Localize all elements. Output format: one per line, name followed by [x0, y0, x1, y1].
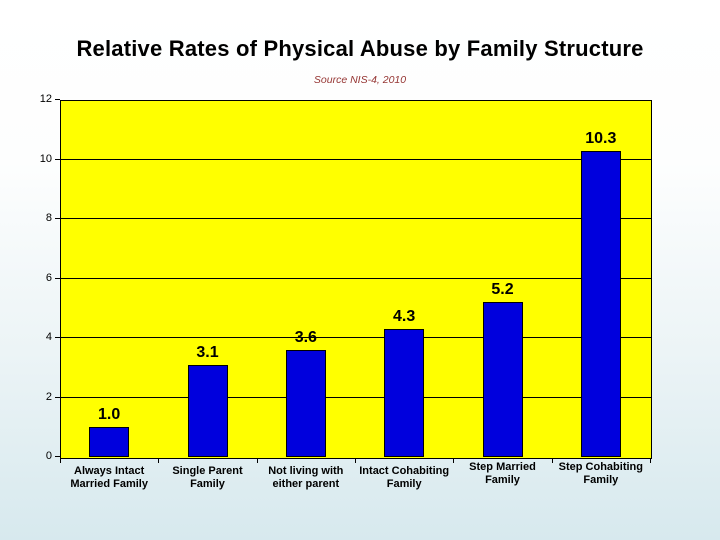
category-label: Step Married Family	[469, 461, 536, 486]
gridline	[60, 218, 651, 219]
y-tick-label: 6	[45, 271, 52, 284]
x-axis-tick	[60, 458, 61, 463]
x-axis-tick	[355, 458, 356, 463]
y-tick-label: 8	[45, 212, 52, 224]
bar	[580, 150, 621, 457]
bar-value-label: 5.2	[491, 281, 514, 299]
bar	[285, 349, 326, 457]
bar	[89, 427, 130, 457]
category-label: Intact Cohabiting Family	[359, 465, 450, 490]
x-axis-tick	[158, 458, 159, 463]
y-axis-tick	[55, 277, 60, 279]
y-tick-label: 0	[45, 450, 52, 462]
y-axis-tick	[55, 456, 60, 457]
plot-area	[60, 100, 652, 459]
bar	[384, 329, 425, 457]
category-label: Single Parent Family	[172, 465, 243, 490]
y-tick-label: 10	[39, 152, 52, 165]
bar-value-label: 4.3	[393, 308, 416, 326]
x-axis-tick	[650, 458, 651, 463]
bar	[482, 302, 523, 457]
y-axis-tick	[55, 396, 60, 398]
bar-value-label: 1.0	[98, 406, 121, 424]
y-axis-tick	[55, 158, 60, 160]
y-tick-label: 4	[45, 331, 52, 343]
gridline	[60, 277, 651, 279]
y-axis-tick	[55, 99, 60, 100]
gridline	[60, 337, 651, 338]
bar-value-label: 3.6	[294, 328, 317, 346]
y-tick-label: 2	[45, 390, 52, 403]
bar	[187, 364, 228, 457]
y-axis-tick	[55, 337, 60, 338]
x-axis-tick	[552, 458, 553, 463]
category-label: Always Intact Married Family	[70, 465, 148, 490]
category-label: Step Cohabiting Family	[558, 461, 643, 486]
x-axis-tick	[257, 458, 258, 463]
gridline	[60, 396, 651, 398]
category-label: Not living with either parent	[268, 465, 344, 490]
bar-value-label: 10.3	[585, 129, 617, 147]
chart-title: Relative Rates of Physical Abuse by Fami…	[76, 36, 644, 61]
gridline	[60, 158, 651, 160]
chart-subtitle: Source NIS-4, 2010	[313, 74, 407, 86]
bar-value-label: 3.1	[196, 343, 219, 361]
y-tick-label: 12	[39, 93, 52, 105]
y-axis-tick	[55, 218, 60, 219]
x-axis-tick	[453, 458, 454, 463]
